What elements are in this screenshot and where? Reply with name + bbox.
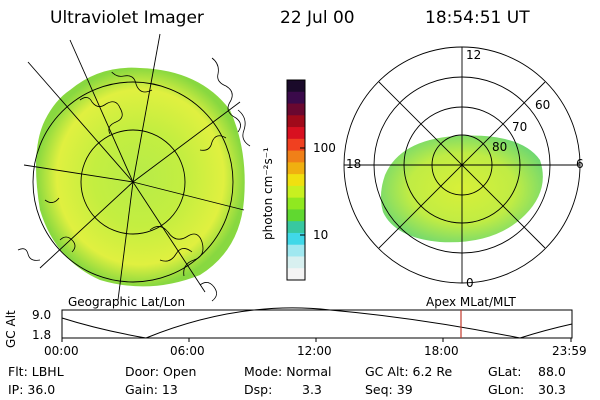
mlat-label-80: 80 [492,140,508,154]
colorbar-segment [287,197,305,210]
dsp-value: 3.3 [302,382,322,397]
colorbar-segment [287,221,305,234]
glon-value: 30.3 [538,382,566,397]
glat-value: 88.0 [538,364,566,379]
altitude-ytick-top: 9.0 [32,308,52,322]
colorbar-segment [287,174,305,187]
altitude-curve [61,307,573,339]
colorbar-frame [286,79,306,281]
colorbar-segment [287,150,305,163]
altitude-xtick-0600: 06:00 [170,344,205,358]
colorbar-segment [287,268,305,281]
colorbar-segment [287,127,305,140]
gc-alt-info: GC Alt: 6.2 Re [365,364,453,379]
colorbar-unit-label: photon cm⁻²s⁻¹ [261,147,275,240]
colorbar-tick-100: 100 [313,141,336,155]
colorbar-segment [287,115,305,128]
coastlines-outer [17,57,251,302]
altitude-xtick-1200: 12:00 [297,344,332,358]
observation-time: 18:54:51 UT [425,8,530,28]
colorbar-segment [287,185,305,199]
ip-info: IP: 36.0 [8,382,56,397]
glat-label: GLat: [488,364,522,379]
left-panel-caption: Geographic Lat/Lon [68,295,186,309]
colorbar-tick-10: 10 [313,228,329,242]
mlt-label-dawn: 6 [576,157,584,171]
mlat-label-60: 60 [535,98,551,112]
colorbar-segment [287,256,305,269]
mode-info: Mode: Normal [244,364,332,379]
color-bar [286,79,306,281]
observation-date: 22 Jul 00 [280,8,355,28]
mlt-label-dusk: 18 [346,157,362,171]
coastlines [44,70,227,277]
altitude-plot [61,307,573,342]
colorbar-segment [287,80,305,93]
filter-info: Flt: LBHL [8,364,64,379]
altitude-xtick-2359: 23:59 [552,344,587,358]
colorbar-segment [287,244,305,257]
colorbar-segment [287,232,305,246]
colorbar-segment [287,138,305,152]
colorbar-segment [287,162,305,175]
colorbar-segment [287,91,305,105]
instrument-title: Ultraviolet Imager [50,8,204,28]
mlat-label-70: 70 [512,120,528,134]
gain-info: Gain: 13 [125,382,178,397]
dsp-label: Dsp: [244,382,273,397]
colorbar-segment [287,209,305,222]
altitude-xtick-1800: 18:00 [424,344,459,358]
right-panel-caption: Apex MLat/MLT [426,295,516,309]
magnetic-polar-panel [343,46,581,284]
altitude-xtick-0000: 00:00 [44,344,79,358]
mlt-label-midnight: 0 [466,276,474,290]
altitude-ylabel: GC Alt [4,310,18,348]
glon-label: GLon: [488,382,525,397]
altitude-ytick-bottom: 1.8 [32,328,52,342]
colorbar-segment [287,103,305,116]
geographic-image-panel [17,33,251,302]
mlt-label-noon: 12 [466,48,482,62]
seq-info: Seq: 39 [365,382,413,397]
door-info: Door: Open [125,364,197,379]
